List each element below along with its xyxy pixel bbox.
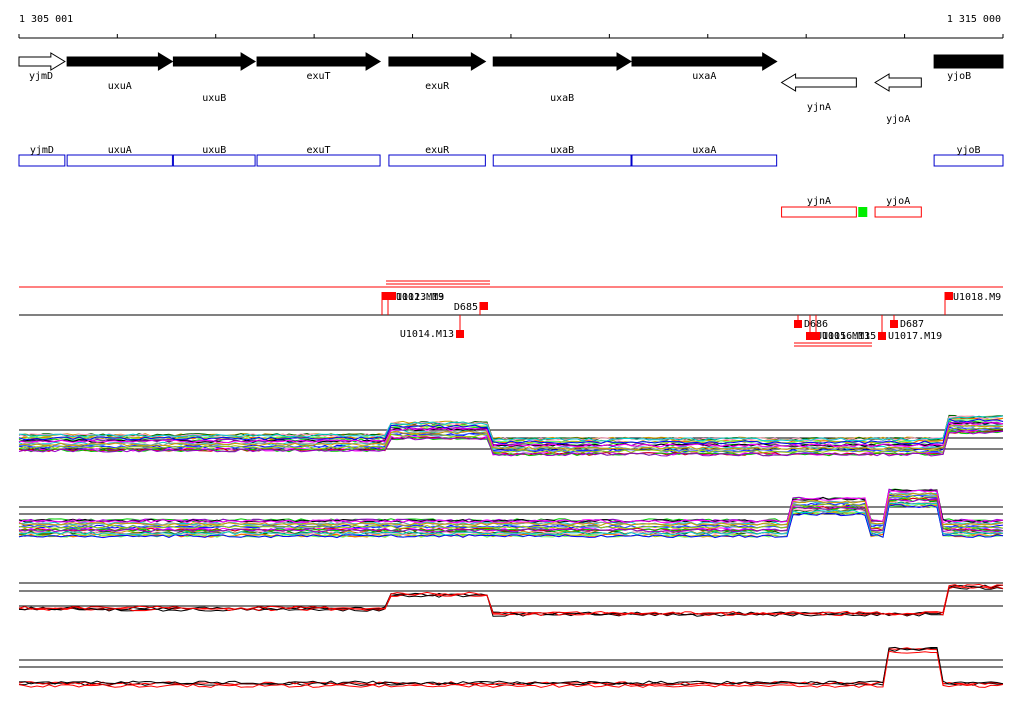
gene-box-label: exuR [425, 145, 450, 156]
gene-arrow [780, 73, 857, 92]
gene-arrow-label: uxuA [108, 81, 132, 92]
gene-box-label: yjoB [957, 145, 981, 156]
gene-box [388, 154, 486, 167]
feature-label: U1018.M9 [953, 292, 1001, 303]
gene-arrow [18, 52, 66, 71]
gene-box-label: uxaA [692, 145, 716, 156]
gene-box [18, 154, 66, 167]
feature-label: U1016.M15 [822, 331, 876, 342]
feature-marker [812, 332, 820, 340]
predicted-box-label: yjoA [886, 196, 910, 207]
predicted-box-label: yjnA [807, 196, 831, 207]
feature-label: U1012.M13 [390, 292, 444, 303]
gene-arrow-label: uxaA [692, 71, 716, 82]
gene-box [256, 154, 381, 167]
gene-box-label: yjmD [30, 145, 54, 156]
gene-box-track: yjmD uxuA uxuB exuT exuR uxaB uxaA yjoB [18, 145, 1004, 167]
trace-series [18, 502, 1004, 536]
trace-series [18, 647, 1004, 686]
trace-series [18, 504, 1004, 539]
gene-box [492, 154, 632, 167]
trace-series [18, 424, 1004, 451]
gene-box-label: uxaB [550, 145, 574, 156]
coordinate-ruler: 1 305 001 1 315 000 [18, 14, 1004, 39]
feature-marker [945, 292, 953, 300]
gene-arrow [172, 52, 257, 71]
feature-label: U1017.M19 [888, 331, 942, 342]
gene-arrow-label: yjnA [807, 102, 831, 113]
trace-series [18, 646, 1004, 685]
feature-label: U1014.M13 [400, 329, 454, 340]
feature-label: D685 [454, 302, 478, 313]
gene-arrow-label: yjmD [29, 71, 53, 82]
gene-arrow-label: exuR [425, 81, 450, 92]
trace-series [18, 492, 1004, 527]
trace-series [18, 494, 1004, 529]
trace-series [18, 414, 1004, 441]
predicted-box [781, 206, 857, 218]
predicted-box [874, 206, 922, 218]
feature-marker [878, 332, 886, 340]
gene-box-label: uxuA [108, 145, 132, 156]
gene-box [172, 154, 256, 167]
gene-arrow-label: uxaB [550, 93, 574, 104]
trace-series [18, 415, 1004, 442]
feature-marker [794, 320, 802, 328]
trace-series [18, 424, 1004, 451]
trace-series [18, 498, 1004, 533]
gene-box-label: uxuB [202, 145, 226, 156]
ruler-end-label: 1 315 000 [947, 14, 1001, 25]
feature-label: U1015.M13 [816, 331, 870, 342]
gene-box [631, 154, 778, 167]
ruler-ticks [18, 34, 1004, 38]
predicted-gene-track: yjnA yjoA [781, 196, 922, 218]
feature-marker [806, 332, 814, 340]
gene-arrow [66, 52, 174, 71]
feature-marker [456, 330, 464, 338]
feature-marker [388, 292, 396, 300]
green-marker [858, 207, 868, 217]
feature-label: U1013.M9 [396, 292, 444, 303]
gene-arrow-label: yjoA [886, 114, 910, 125]
feature-marker [382, 292, 390, 300]
feature-marker [480, 302, 488, 310]
trace-series [18, 430, 1003, 457]
gene-arrow-label: uxuB [202, 93, 226, 104]
gene-arrow [933, 54, 1004, 69]
trace-series [18, 650, 1004, 688]
gene-arrow [631, 52, 778, 71]
trace-series [18, 489, 1004, 524]
gene-box [933, 154, 1004, 167]
gene-box [66, 154, 173, 167]
feature-label: D687 [900, 319, 924, 330]
trace-series [18, 418, 1004, 445]
gene-arrow [388, 52, 487, 71]
expression-traces [18, 414, 1004, 688]
gene-arrow [492, 52, 632, 71]
gene-box-label: exuT [307, 145, 331, 156]
gene-arrow-label: yjoB [947, 71, 971, 82]
gene-arrow [256, 52, 382, 71]
trace-series [18, 583, 1004, 615]
feature-marker [890, 320, 898, 328]
trace-series [18, 495, 1004, 530]
gene-arrow [874, 73, 922, 92]
gene-arrow-label: exuT [307, 71, 331, 82]
trace-series [18, 421, 1004, 448]
trace-series [18, 427, 1004, 454]
ruler-start-label: 1 305 001 [19, 14, 73, 25]
gene-arrow-track: yjmD uxuA uxuB exuT exuR uxaB uxaA yjnA yjoA yjoB [18, 52, 1004, 125]
